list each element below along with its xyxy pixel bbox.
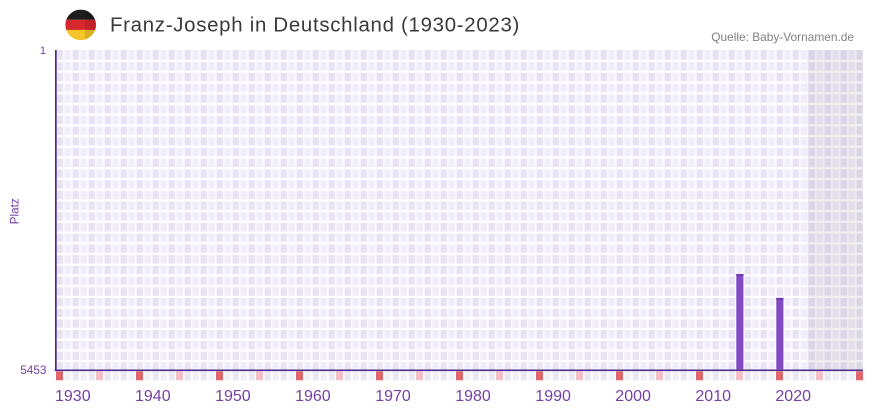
svg-text:2010: 2010 — [695, 388, 731, 405]
svg-text:Quelle: Baby-Vornamen.de: Quelle: Baby-Vornamen.de — [711, 30, 854, 44]
svg-text:1940: 1940 — [135, 388, 171, 405]
svg-text:1960: 1960 — [295, 388, 331, 405]
svg-text:1: 1 — [40, 45, 46, 57]
svg-text:1990: 1990 — [535, 388, 571, 405]
svg-text:1970: 1970 — [375, 388, 411, 405]
svg-text:1980: 1980 — [455, 388, 491, 405]
svg-text:2020: 2020 — [775, 388, 811, 405]
svg-text:5453: 5453 — [20, 363, 47, 377]
svg-text:Franz-Joseph in Deutschland (1: Franz-Joseph in Deutschland (1930-2023) — [110, 15, 520, 37]
svg-text:1950: 1950 — [215, 388, 251, 405]
svg-text:Platz: Platz — [8, 198, 22, 224]
svg-text:1930: 1930 — [55, 388, 91, 405]
svg-text:2000: 2000 — [615, 388, 651, 405]
